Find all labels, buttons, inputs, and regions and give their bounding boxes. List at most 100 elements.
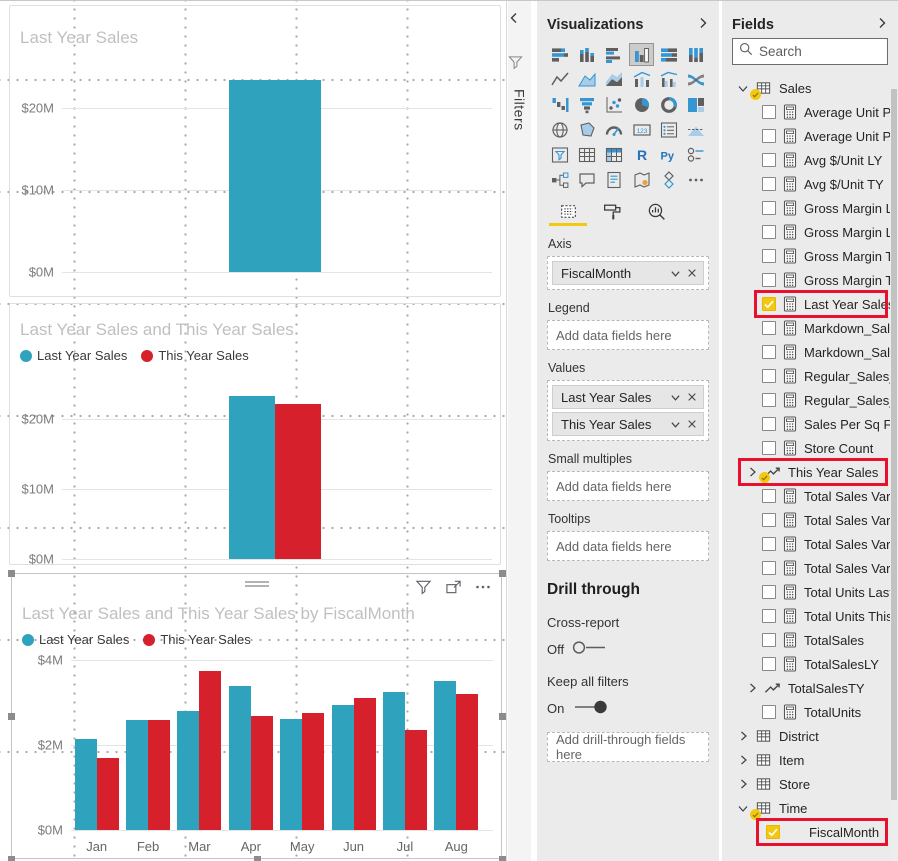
area-chart[interactable] — [574, 68, 599, 91]
line-chart[interactable] — [547, 68, 572, 91]
treemap[interactable] — [684, 93, 709, 116]
checkbox[interactable] — [762, 441, 776, 455]
bar-this-year-sales-aug[interactable] — [456, 694, 479, 830]
remove-field-icon[interactable] — [687, 268, 697, 278]
bar-last-year-sales-mar[interactable] — [177, 711, 200, 830]
chevron-right-icon[interactable] — [736, 779, 750, 789]
checkbox[interactable] — [762, 129, 776, 143]
field-row-store[interactable]: Store — [732, 772, 888, 796]
checkbox[interactable] — [762, 225, 776, 239]
resize-handle[interactable] — [8, 856, 15, 861]
field-row-regular-sales-d[interactable]: Regular_Sales_D... — [732, 364, 898, 388]
checkbox[interactable] — [762, 489, 776, 503]
checkbox[interactable] — [762, 201, 776, 215]
field-row-gross-margin-t[interactable]: Gross Margin T... — [732, 268, 898, 292]
field-row-totalsalesty[interactable]: TotalSalesTY — [732, 676, 888, 700]
search-box[interactable] — [732, 38, 898, 65]
field-row-avg-unit-ty[interactable]: Avg $/Unit TY — [732, 172, 888, 196]
smart-narrative[interactable] — [602, 168, 627, 191]
resize-handle[interactable] — [499, 856, 506, 861]
legend-item-this-year-sales[interactable]: This Year Sales — [141, 348, 249, 363]
cross-report-toggle[interactable] — [572, 640, 608, 658]
bar-this-year-sales-apr[interactable] — [250, 716, 273, 830]
chevron-right-icon[interactable] — [736, 731, 750, 741]
bar-last-year-sales-jan[interactable] — [74, 738, 97, 830]
visual-last-year-sales[interactable]: Last Year Sales $0M $10M $20M — [9, 5, 501, 297]
chevron-down-icon[interactable] — [670, 268, 681, 279]
field-row-total-units-last[interactable]: Total Units Last ... — [732, 580, 898, 604]
arcgis-map[interactable] — [629, 168, 654, 191]
bar-this-year-sales-may[interactable] — [302, 712, 325, 830]
field-row-fiscalmonth[interactable]: FiscalMonth — [732, 818, 888, 846]
pie-chart[interactable] — [629, 93, 654, 116]
checkbox[interactable] — [762, 369, 776, 383]
field-row-totalsales[interactable]: TotalSales — [732, 628, 888, 652]
field-row-item[interactable]: Item — [732, 748, 888, 772]
metrics[interactable] — [656, 168, 681, 191]
field-row-store-count[interactable]: Store Count — [732, 436, 888, 460]
checkbox[interactable] — [762, 321, 776, 335]
waterfall-chart[interactable] — [547, 93, 572, 116]
checkbox[interactable] — [762, 417, 776, 431]
gauge[interactable] — [602, 118, 627, 141]
field-pill-fiscalmonth[interactable]: FiscalMonth — [552, 261, 704, 285]
bar-this-year-sales-jun[interactable] — [353, 698, 376, 830]
keep-all-filters-toggle[interactable] — [572, 699, 608, 718]
field-row-total-units-this[interactable]: Total Units This ... — [732, 604, 898, 628]
checkbox[interactable] — [762, 393, 776, 407]
field-row-totalsalesly[interactable]: TotalSalesLY — [732, 652, 888, 676]
field-row-time[interactable]: Time — [732, 796, 888, 820]
field-row-markdown-sale[interactable]: Markdown_Sale... — [732, 340, 898, 364]
chevron-down-icon[interactable] — [670, 392, 681, 403]
kpi[interactable] — [684, 118, 709, 141]
field-row-total-sales-varia[interactable]: Total Sales Varia... — [732, 532, 898, 556]
bar-last-year-sales-jun[interactable] — [331, 705, 354, 830]
decomposition-tree[interactable] — [547, 168, 572, 191]
bar-this-year-sales-feb[interactable] — [148, 719, 171, 830]
checkbox[interactable] — [762, 105, 776, 119]
chevron-down-icon[interactable] — [736, 84, 750, 93]
line-and-clustered-column-chart[interactable] — [656, 68, 681, 91]
search-input[interactable] — [759, 44, 898, 59]
resize-handle[interactable] — [8, 570, 15, 577]
more-options-icon[interactable] — [473, 578, 493, 596]
drag-handle[interactable] — [244, 576, 270, 587]
field-row-markdown-sale[interactable]: Markdown_Sale... — [732, 316, 898, 340]
checkbox[interactable] — [762, 585, 776, 599]
chevron-right-icon[interactable] — [745, 683, 759, 693]
legend-item-this-year-sales[interactable]: This Year Sales — [143, 632, 251, 647]
chevron-down-icon[interactable] — [736, 804, 750, 813]
checkbox[interactable] — [762, 513, 776, 527]
field-row-average-unit-pri[interactable]: Average Unit Pri... — [732, 124, 898, 148]
field-row-gross-margin-t[interactable]: Gross Margin T... — [732, 244, 898, 268]
field-pill-last-year-sales[interactable]: Last Year Sales — [552, 385, 704, 409]
checkbox-checked[interactable] — [762, 297, 776, 311]
chevron-down-icon[interactable] — [670, 419, 681, 430]
fields-scrollbar[interactable] — [890, 89, 898, 861]
collapse-fields-pane-button[interactable] — [876, 16, 888, 34]
checkbox[interactable] — [762, 561, 776, 575]
table[interactable] — [574, 143, 599, 166]
field-row-sales-per-sq-ft[interactable]: Sales Per Sq Ft — [732, 412, 895, 436]
bar-this-year-sales-jan[interactable] — [96, 757, 119, 830]
filled-map[interactable] — [574, 118, 599, 141]
checkbox[interactable] — [762, 657, 776, 671]
field-row-gross-margin-la[interactable]: Gross Margin La... — [732, 220, 898, 244]
remove-field-icon[interactable] — [687, 419, 697, 429]
well-tooltips[interactable]: Add data fields here — [547, 531, 709, 561]
checkbox[interactable] — [762, 537, 776, 551]
ribbon-chart[interactable] — [684, 68, 709, 91]
drill-through-field-well[interactable]: Add drill-through fields here — [547, 732, 709, 762]
bar-last-year-sales[interactable] — [229, 395, 275, 559]
bar-last-year-sales-apr[interactable] — [228, 685, 251, 830]
focus-mode-icon[interactable] — [443, 578, 463, 596]
visual-last-year-sales-and-this-year-sales[interactable]: Last Year Sales and This Year Sales Last … — [9, 303, 501, 567]
checkbox[interactable] — [762, 609, 776, 623]
field-row-average-unit-pri[interactable]: Average Unit Pri... — [732, 100, 898, 124]
visual-last-year-sales-and-this-year-sales-by-fiscalmonth[interactable]: Last Year Sales and This Year Sales by F… — [8, 570, 506, 861]
analytics-tab[interactable] — [637, 200, 675, 226]
stacked-bar-chart[interactable] — [547, 43, 572, 66]
funnel-chart[interactable] — [574, 93, 599, 116]
field-row-sales[interactable]: Sales — [732, 76, 888, 100]
more-options[interactable] — [684, 168, 709, 191]
